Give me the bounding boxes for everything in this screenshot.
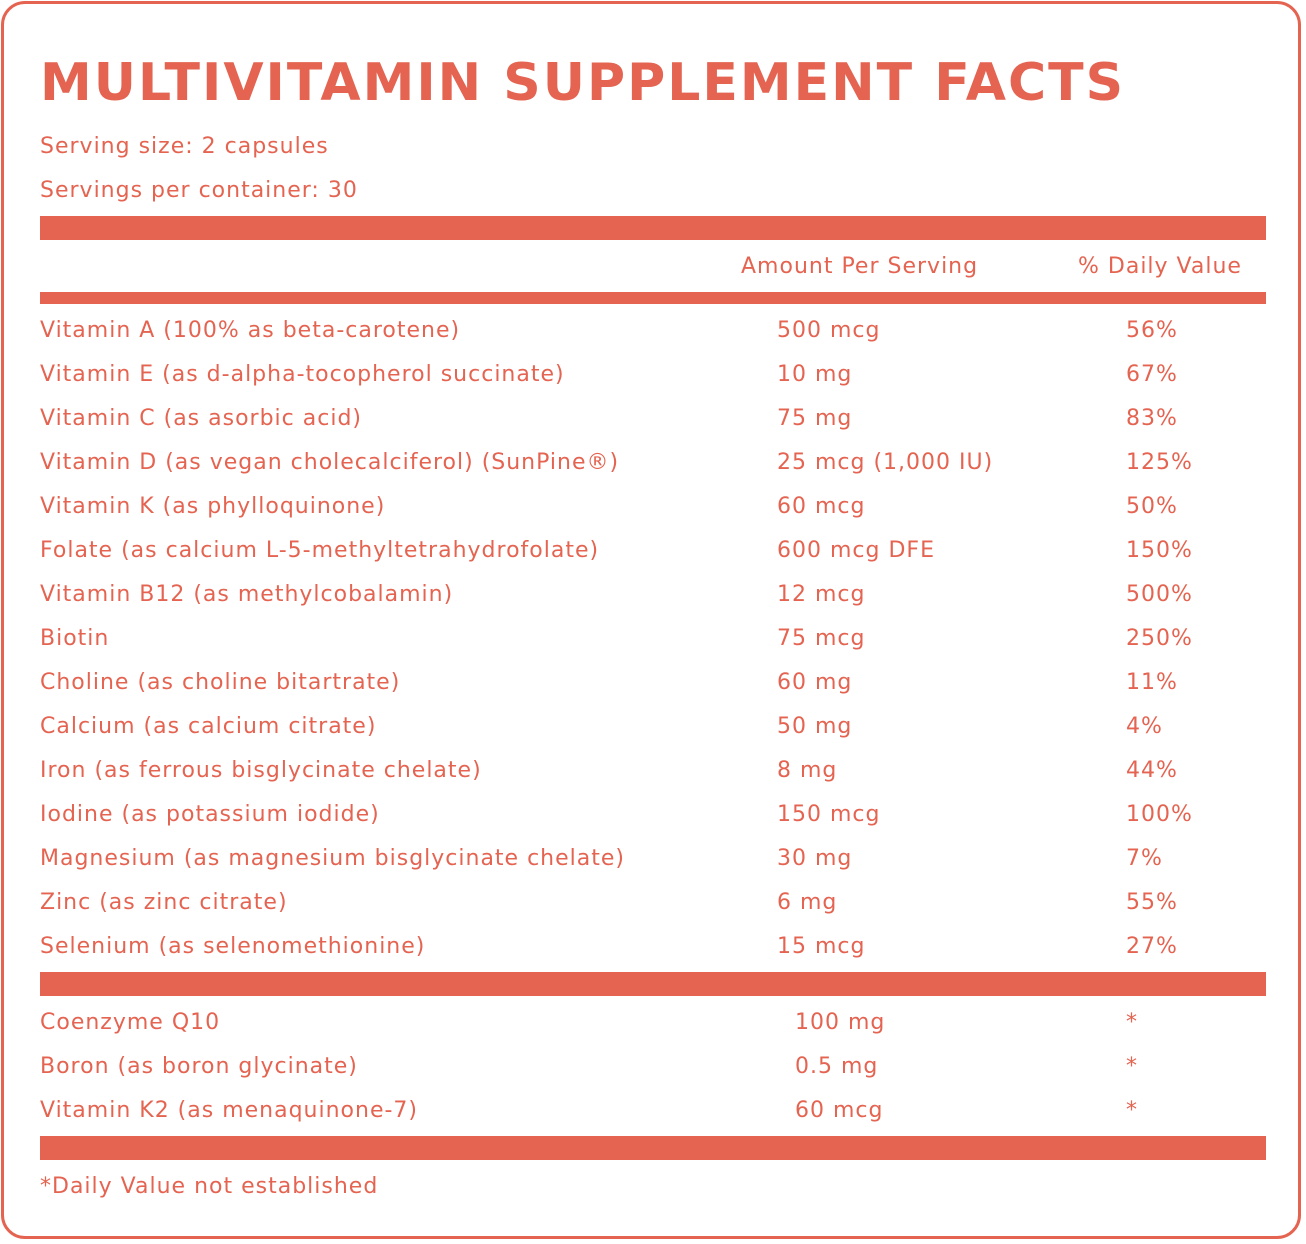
daily-value: * — [1126, 1098, 1138, 1123]
daily-value: 55% — [1126, 890, 1178, 915]
table-row: Biotin 75 mcg 250% — [40, 624, 1266, 668]
amount-per-serving: 75 mg — [777, 406, 853, 431]
daily-value: 11% — [1126, 670, 1178, 695]
table-row: Coenzyme Q10 100 mg * — [40, 1008, 1266, 1052]
ingredient-name: Iron (as ferrous bisglycinate chelate) — [40, 758, 482, 783]
table-row: Vitamin K (as phylloquinone) 60 mcg 50% — [40, 492, 1266, 536]
amount-per-serving: 75 mcg — [777, 626, 866, 651]
divider-header — [40, 292, 1266, 304]
header-amount: Amount Per Serving — [741, 254, 979, 279]
ingredient-name: Boron (as boron glycinate) — [40, 1054, 358, 1079]
table-row: Calcium (as calcium citrate) 50 mg 4% — [40, 712, 1266, 756]
amount-per-serving: 600 mcg DFE — [777, 538, 935, 563]
daily-value: 250% — [1126, 626, 1193, 651]
table-row: Zinc (as zinc citrate) 6 mg 55% — [40, 888, 1266, 932]
ingredient-name: Vitamin E (as d-alpha-tocopherol succina… — [40, 362, 565, 387]
amount-per-serving: 10 mg — [777, 362, 853, 387]
divider-thick-bottom — [40, 1136, 1266, 1160]
amount-per-serving: 100 mg — [795, 1010, 886, 1035]
amount-per-serving: 50 mg — [777, 714, 853, 739]
daily-value: 67% — [1126, 362, 1178, 387]
daily-value: 125% — [1126, 450, 1193, 475]
table-row: Vitamin B12 (as methylcobalamin) 12 mcg 50… — [40, 580, 1266, 624]
divider-thick-middle — [40, 972, 1266, 996]
amount-per-serving: 500 mcg — [777, 318, 881, 343]
ingredient-name: Vitamin K (as phylloquinone) — [40, 494, 386, 519]
daily-value: 150% — [1126, 538, 1193, 563]
table-row: Vitamin K2 (as menaquinone-7) 60 mcg * — [40, 1096, 1266, 1140]
daily-value: 100% — [1126, 802, 1193, 827]
header-daily-value: % Daily Value — [1078, 254, 1242, 279]
table-row: Choline (as choline bitartrate) 60 mg 11% — [40, 668, 1266, 712]
amount-per-serving: 12 mcg — [777, 582, 866, 607]
ingredient-name: Coenzyme Q10 — [40, 1010, 221, 1035]
daily-value: 56% — [1126, 318, 1178, 343]
table-row: Iodine (as potassium iodide) 150 mcg 100% — [40, 800, 1266, 844]
table-row: Vitamin A (100% as beta-carotene) 500 mcg… — [40, 316, 1266, 360]
ingredient-name: Folate (as calcium L-5-methyltetrahydrof… — [40, 538, 600, 563]
ingredient-name: Selenium (as selenomethionine) — [40, 934, 426, 959]
table-row: Boron (as boron glycinate) 0.5 mg * — [40, 1052, 1266, 1096]
ingredient-name: Vitamin C (as asorbic acid) — [40, 406, 362, 431]
ingredient-name: Calcium (as calcium citrate) — [40, 714, 377, 739]
ingredient-name: Vitamin B12 (as methylcobalamin) — [40, 582, 454, 607]
table-row: Magnesium (as magnesium bisglycinate che… — [40, 844, 1266, 888]
page-title: MULTIVITAMIN SUPPLEMENT FACTS — [40, 53, 1126, 113]
ingredient-name: Vitamin A (100% as beta-carotene) — [40, 318, 461, 343]
amount-per-serving: 6 mg — [777, 890, 838, 915]
table-row: Selenium (as selenomethionine) 15 mcg 27% — [40, 932, 1266, 976]
daily-value: 50% — [1126, 494, 1178, 519]
amount-per-serving: 60 mcg — [795, 1098, 884, 1123]
ingredient-name: Magnesium (as magnesium bisglycinate che… — [40, 846, 625, 871]
daily-value: 83% — [1126, 406, 1178, 431]
amount-per-serving: 60 mg — [777, 670, 853, 695]
footnote: *Daily Value not established — [40, 1174, 379, 1199]
daily-value: 44% — [1126, 758, 1178, 783]
daily-value: 27% — [1126, 934, 1178, 959]
ingredient-name: Biotin — [40, 626, 110, 651]
table-row: Vitamin C (as asorbic acid) 75 mg 83% — [40, 404, 1266, 448]
divider-thick-top — [40, 216, 1266, 240]
ingredient-name: Vitamin K2 (as menaquinone-7) — [40, 1098, 419, 1123]
amount-per-serving: 150 mcg — [777, 802, 881, 827]
ingredient-name: Zinc (as zinc citrate) — [40, 890, 288, 915]
amount-per-serving: 8 mg — [777, 758, 838, 783]
table-row: Iron (as ferrous bisglycinate chelate) 8 … — [40, 756, 1266, 800]
daily-value: * — [1126, 1054, 1138, 1079]
amount-per-serving: 25 mcg (1,000 IU) — [777, 450, 994, 475]
servings-per-container: Servings per container: 30 — [40, 178, 358, 203]
table-row: Vitamin D (as vegan cholecalciferol) (Su… — [40, 448, 1266, 492]
table-row: Vitamin E (as d-alpha-tocopherol succina… — [40, 360, 1266, 404]
table-row: Folate (as calcium L-5-methyltetrahydrof… — [40, 536, 1266, 580]
daily-value: 500% — [1126, 582, 1193, 607]
serving-size: Serving size: 2 capsules — [40, 134, 329, 159]
ingredient-name: Iodine (as potassium iodide) — [40, 802, 380, 827]
amount-per-serving: 30 mg — [777, 846, 853, 871]
amount-per-serving: 15 mcg — [777, 934, 866, 959]
ingredient-name: Choline (as choline bitartrate) — [40, 670, 401, 695]
daily-value: 7% — [1126, 846, 1163, 871]
amount-per-serving: 60 mcg — [777, 494, 866, 519]
daily-value: 4% — [1126, 714, 1163, 739]
daily-value: * — [1126, 1010, 1138, 1035]
amount-per-serving: 0.5 mg — [795, 1054, 879, 1079]
ingredient-name: Vitamin D (as vegan cholecalciferol) (Su… — [40, 450, 620, 475]
